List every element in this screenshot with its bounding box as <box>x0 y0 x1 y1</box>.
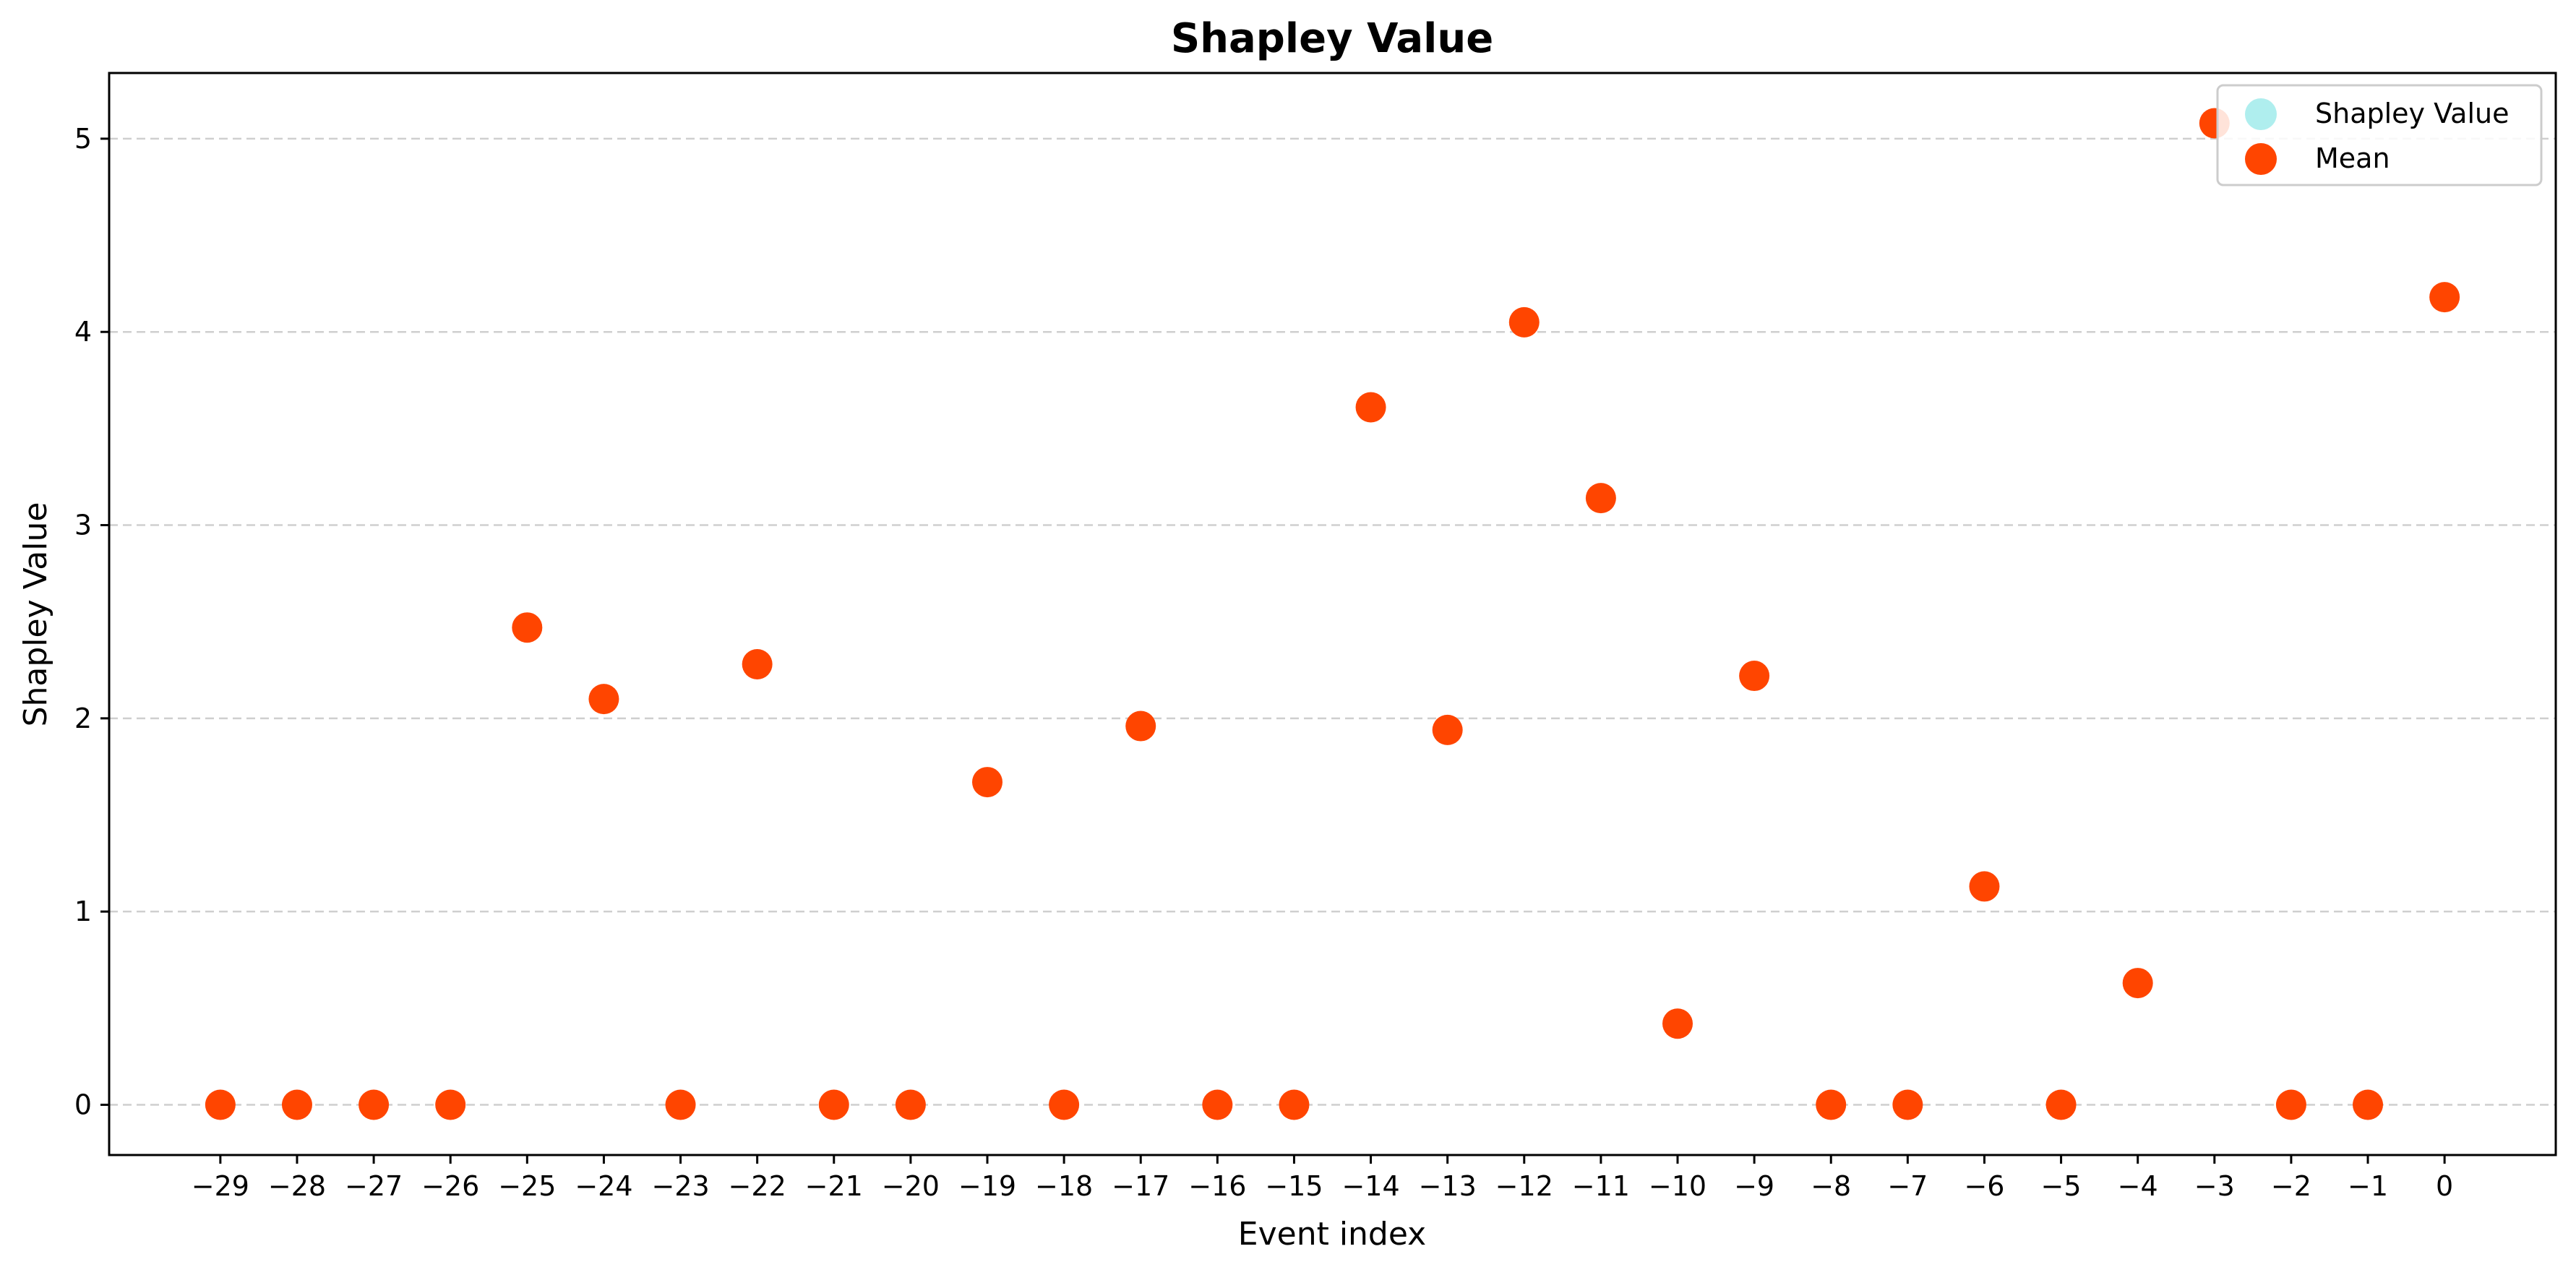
point-mean <box>1279 1089 1310 1120</box>
x-tick-label: −5 <box>2041 1170 2082 1202</box>
y-tick-label: 3 <box>74 510 92 541</box>
y-tick-label: 0 <box>74 1089 92 1120</box>
x-tick-label: −16 <box>1188 1170 1246 1202</box>
x-tick-label: −8 <box>1811 1170 1851 1202</box>
x-tick-label: −21 <box>805 1170 863 1202</box>
y-tick-label: 4 <box>74 316 92 348</box>
y-tick-label: 5 <box>74 123 92 155</box>
x-axis-ticks: −29 −28 −27 −26 −25 −24 −23 −22 −21 −20 −19 −18 −17−… <box>192 1155 2453 1202</box>
x-tick-label: −10 <box>1649 1170 1706 1202</box>
legend-label-mean: Mean <box>2315 142 2390 174</box>
legend-frame <box>2216 84 2543 186</box>
chart-title: Shapley Value <box>1171 15 1493 62</box>
x-tick-label: −28 <box>268 1170 326 1202</box>
point-mean <box>1202 1089 1233 1120</box>
y-axis-ticks: 0 1 2 3 4 5 <box>74 123 109 1120</box>
point-mean <box>1355 392 1386 423</box>
x-tick-label: −13 <box>1419 1170 1477 1202</box>
legend-label-shapley-value: Shapley Value <box>2315 98 2509 129</box>
x-tick-label: −12 <box>1495 1170 1553 1202</box>
point-mean <box>1049 1089 1080 1120</box>
point-mean <box>1432 714 1463 745</box>
point-mean <box>971 767 1003 798</box>
y-axis-label: Shapley Value <box>17 502 54 727</box>
data-points <box>205 108 2460 1120</box>
x-tick-label: −19 <box>958 1170 1016 1202</box>
grid-lines <box>109 137 2556 1106</box>
point-mean <box>281 1089 312 1120</box>
x-tick-label: −11 <box>1572 1170 1630 1202</box>
legend-marker-shapley-value <box>2245 98 2277 130</box>
x-tick-label: −24 <box>575 1170 632 1202</box>
x-tick-label: −4 <box>2118 1170 2158 1202</box>
point-mean <box>1739 661 1770 692</box>
x-tick-label: −1 <box>2348 1170 2388 1202</box>
x-axis-label: Event index <box>1238 1216 1426 1253</box>
x-tick-label: −27 <box>345 1170 403 1202</box>
point-mean <box>2275 1089 2306 1120</box>
point-mean <box>588 684 619 715</box>
point-mean <box>2429 282 2460 313</box>
point-mean <box>742 649 773 680</box>
legend: Shapley Value Mean <box>2216 84 2543 186</box>
y-tick-label: 2 <box>74 703 92 734</box>
point-mean <box>665 1089 696 1120</box>
point-mean <box>2122 968 2153 999</box>
point-mean <box>512 612 543 643</box>
x-tick-label: −6 <box>1964 1170 2004 1202</box>
point-mean <box>359 1089 390 1120</box>
x-tick-label: −15 <box>1265 1170 1323 1202</box>
point-mean <box>1969 871 2000 902</box>
x-tick-label: −22 <box>729 1170 786 1202</box>
point-mean <box>1816 1089 1847 1120</box>
x-tick-label: −7 <box>1887 1170 1928 1202</box>
legend-marker-mean <box>2245 143 2277 175</box>
x-tick-label: −14 <box>1341 1170 1399 1202</box>
point-mean <box>895 1089 926 1120</box>
x-tick-label: −2 <box>2271 1170 2311 1202</box>
point-mean <box>1125 711 1156 742</box>
point-mean <box>1892 1089 1923 1120</box>
plot-area-frame <box>108 72 2557 1156</box>
x-tick-label: −25 <box>498 1170 556 1202</box>
point-mean <box>1662 1008 1693 1039</box>
x-tick-label: −18 <box>1035 1170 1093 1202</box>
x-tick-label: −29 <box>192 1170 249 1202</box>
x-tick-label: −20 <box>882 1170 940 1202</box>
point-mean <box>435 1089 466 1120</box>
point-mean <box>1585 483 1616 514</box>
x-tick-label: −26 <box>421 1170 479 1202</box>
point-mean <box>205 1089 236 1120</box>
x-tick-label: −3 <box>2194 1170 2235 1202</box>
x-tick-label: 0 <box>2436 1170 2453 1202</box>
point-mean <box>2045 1089 2077 1120</box>
point-mean <box>818 1089 849 1120</box>
x-tick-label: −17 <box>1112 1170 1169 1202</box>
point-mean <box>1508 306 1540 338</box>
point-mean <box>2353 1089 2384 1120</box>
y-tick-label: 1 <box>74 896 92 927</box>
x-tick-label: −23 <box>651 1170 709 1202</box>
x-tick-label: −9 <box>1734 1170 1774 1202</box>
